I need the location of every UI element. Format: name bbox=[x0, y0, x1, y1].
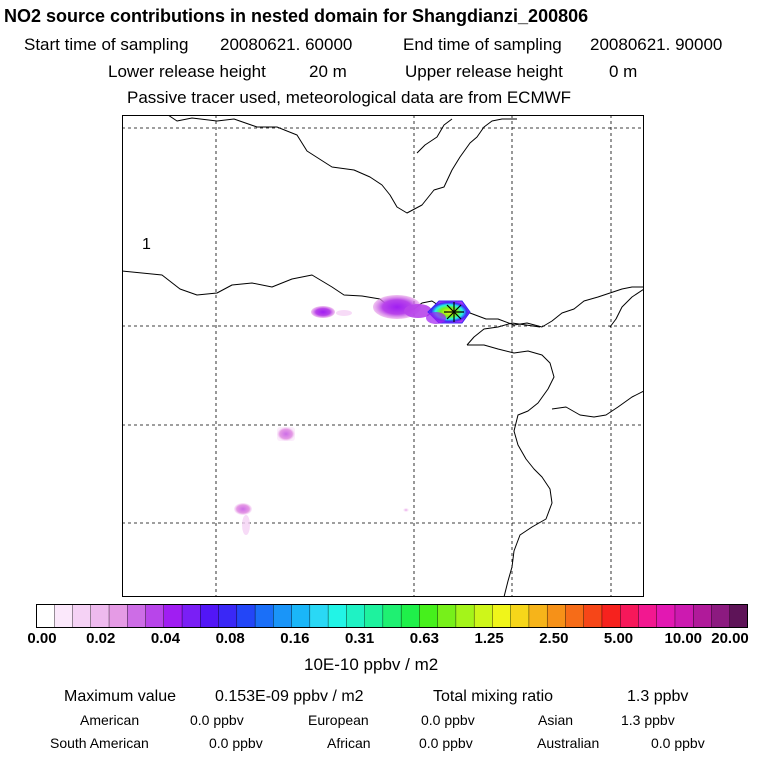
region-value: 0.0 ppbv bbox=[419, 735, 473, 751]
region-name: African bbox=[327, 735, 371, 751]
colorbar-cell bbox=[200, 604, 220, 628]
max-value: 0.153E-09 ppbv / m2 bbox=[215, 688, 364, 705]
plume-weak-west-mark bbox=[311, 306, 335, 318]
colorbar-cell bbox=[163, 604, 183, 628]
colorbar-cell bbox=[36, 604, 56, 628]
end-time-label: End time of sampling bbox=[403, 35, 562, 54]
colorbar-cell bbox=[693, 604, 713, 628]
map-frame bbox=[122, 115, 644, 597]
region-name: European bbox=[308, 712, 369, 728]
colorbar-tick-label: 0.00 bbox=[27, 630, 57, 647]
lower-height-value: 20 m bbox=[309, 62, 347, 81]
colorbar-cell bbox=[291, 604, 311, 628]
station-marker-icon bbox=[444, 302, 464, 322]
colorbar-cell bbox=[382, 604, 402, 628]
region-value: 0.0 ppbv bbox=[651, 735, 705, 751]
start-time-value: 20080621. 60000 bbox=[220, 35, 353, 54]
colorbar-tick-label: 2.50 bbox=[539, 630, 569, 647]
colorbar-cell bbox=[492, 604, 512, 628]
patch-southwest-mark bbox=[234, 503, 252, 515]
region-value: 0.0 ppbv bbox=[190, 712, 244, 728]
colorbar-cell bbox=[583, 604, 603, 628]
colorbar-tick-label: 0.63 bbox=[409, 630, 439, 647]
colorbar-cell bbox=[601, 604, 622, 628]
total-mixing-value: 1.3 ppbv bbox=[627, 688, 689, 705]
patch-southeast-mark bbox=[403, 508, 409, 512]
colorbar-cell bbox=[327, 604, 348, 628]
colorbar-cell bbox=[127, 604, 147, 628]
colorbar-cell bbox=[565, 604, 585, 628]
colorbar-cell bbox=[236, 604, 256, 628]
upper-height-label: Upper release height bbox=[405, 62, 563, 81]
plume-weak-west-tail-mark bbox=[336, 310, 352, 316]
colorbar-cell bbox=[711, 604, 731, 628]
region-name: Australian bbox=[537, 735, 600, 751]
region-name: Asian bbox=[538, 712, 574, 728]
colorbar-cell bbox=[346, 604, 366, 628]
colorbar-cell bbox=[90, 604, 110, 628]
colorbar-tick-label: 0.04 bbox=[150, 630, 181, 647]
colorbar-unit: 10E-10 ppbv / m2 bbox=[304, 655, 439, 674]
region-value: 1.3 ppbv bbox=[621, 712, 675, 728]
colorbar-cell bbox=[620, 604, 640, 628]
total-mixing-label: Total mixing ratio bbox=[433, 688, 554, 705]
colorbar-cell bbox=[455, 604, 475, 628]
colorbar-cell bbox=[473, 604, 494, 628]
colorbar-tick-label: 0.31 bbox=[345, 630, 375, 647]
colorbar-cell bbox=[72, 604, 92, 628]
colorbar-tick-label: 10.00 bbox=[664, 630, 703, 647]
colorbar-cell bbox=[54, 604, 74, 628]
colorbar-tick-label: 0.16 bbox=[280, 630, 310, 647]
map-panel: 1 bbox=[122, 115, 644, 597]
chart-title: NO2 source contributions in nested domai… bbox=[4, 6, 589, 26]
colorbar-tick-label: 20.00 bbox=[711, 630, 749, 647]
colorbar-cell bbox=[510, 604, 530, 628]
colorbar-cell bbox=[729, 604, 748, 628]
colorbar-tick-label: 0.02 bbox=[86, 630, 116, 647]
colorbar-cell bbox=[656, 604, 676, 628]
colorbar-cell bbox=[145, 604, 165, 628]
lower-height-label: Lower release height bbox=[108, 62, 266, 81]
colorbar-cell bbox=[437, 604, 457, 628]
patch-south-mark bbox=[277, 427, 295, 441]
colorbar-cell bbox=[674, 604, 695, 628]
colorbar-cell bbox=[400, 604, 421, 628]
plume-core-halo-mark bbox=[426, 312, 446, 324]
region-value: 0.0 ppbv bbox=[209, 735, 263, 751]
plume-central-tail-mark bbox=[404, 304, 432, 318]
region-name: South American bbox=[50, 735, 149, 751]
tracer-note: Passive tracer used, meteorological data… bbox=[127, 88, 572, 107]
region-value: 0.0 ppbv bbox=[421, 712, 475, 728]
colorbar-tick-label: 5.00 bbox=[603, 630, 634, 647]
upper-height-value: 0 m bbox=[609, 62, 638, 81]
colorbar-cell bbox=[309, 604, 329, 628]
end-time-value: 20080621. 90000 bbox=[590, 35, 723, 54]
colorbar-cell bbox=[364, 604, 384, 628]
colorbar-cell bbox=[546, 604, 567, 628]
colorbar-cell bbox=[419, 604, 439, 628]
colorbar-cell bbox=[218, 604, 238, 628]
patch-southwest-tail-mark bbox=[242, 515, 250, 535]
max-value-label: Maximum value bbox=[64, 688, 177, 705]
colorbar bbox=[36, 604, 748, 628]
map-label: 1 bbox=[142, 236, 151, 253]
colorbar-tick-label: 0.08 bbox=[215, 630, 245, 647]
lat-lon-grid bbox=[122, 115, 644, 597]
colorbar-cell bbox=[273, 604, 293, 628]
colorbar-tick-label: 1.25 bbox=[474, 630, 504, 647]
region-name: American bbox=[80, 712, 140, 728]
colorbar-cell bbox=[108, 604, 129, 628]
colorbar-cell bbox=[181, 604, 202, 628]
colorbar-cell bbox=[254, 604, 275, 628]
colorbar-cell bbox=[638, 604, 658, 628]
colorbar-cell bbox=[528, 604, 548, 628]
start-time-label: Start time of sampling bbox=[24, 35, 189, 54]
